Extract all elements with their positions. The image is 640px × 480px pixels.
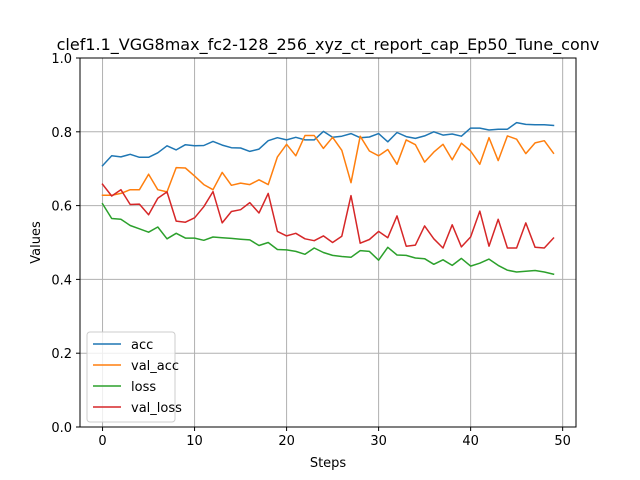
series-line-acc xyxy=(101,121,555,167)
plot-frame xyxy=(79,57,577,428)
y-tick-label: 1.0 xyxy=(51,52,72,67)
y-tick-label: 0.0 xyxy=(51,421,72,436)
y-axis-label: Values xyxy=(29,221,44,264)
series-line-loss xyxy=(101,202,555,276)
series-line-val-loss xyxy=(101,183,555,249)
legend-label: val_loss xyxy=(131,401,182,416)
y-tick-label: 0.8 xyxy=(51,126,72,141)
legend-label: val_acc xyxy=(131,359,179,374)
axis-ticks: 0 10 20 30 40 50 0.0 0.2 0.4 0.6 0.8 1.0 xyxy=(51,52,571,449)
x-tick-label: 20 xyxy=(278,434,295,449)
x-tick-label: 50 xyxy=(554,434,571,449)
series-line-val-acc xyxy=(101,134,555,197)
x-tick-label: 30 xyxy=(370,434,387,449)
y-tick-label: 0.2 xyxy=(51,347,72,362)
x-tick-label: 10 xyxy=(186,434,203,449)
x-tick-label: 40 xyxy=(462,434,479,449)
y-tick-label: 0.6 xyxy=(51,200,72,215)
legend-label: acc xyxy=(131,338,153,353)
y-tick-label: 0.4 xyxy=(51,273,72,288)
series-lines xyxy=(101,121,555,276)
chart-title: clef1.1_VGG8max_fc2-128_256_xyz_ct_repor… xyxy=(57,35,600,55)
x-axis-label: Steps xyxy=(310,456,347,471)
legend-box xyxy=(86,331,176,423)
x-tick-label: 0 xyxy=(98,434,106,449)
legend-label: loss xyxy=(131,380,156,395)
